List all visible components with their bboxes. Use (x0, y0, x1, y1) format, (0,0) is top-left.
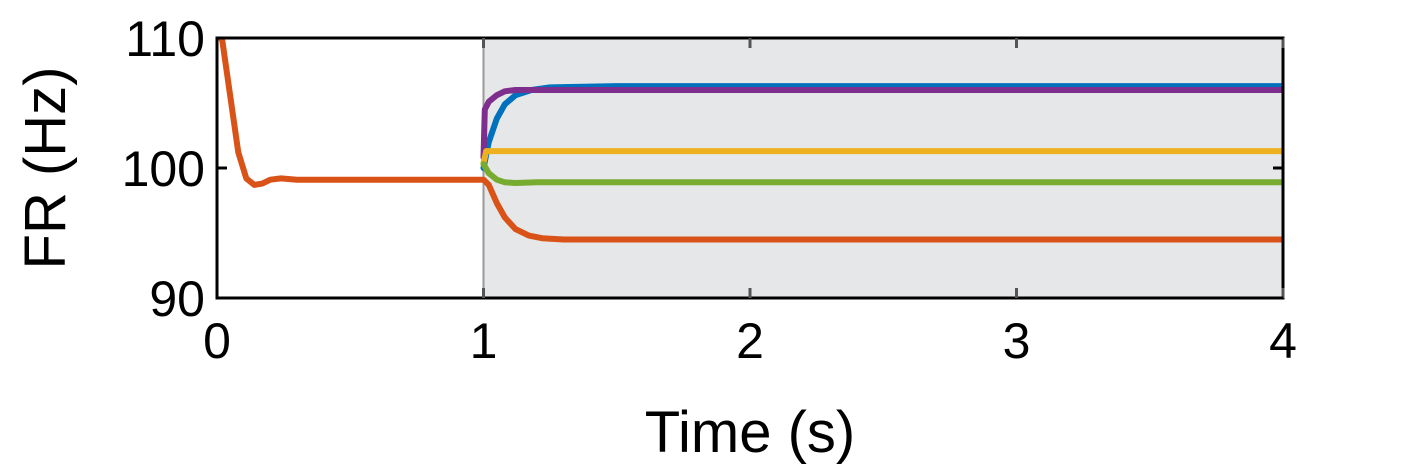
x-tick-label: 3 (1003, 313, 1031, 369)
y-tick-label: 100 (122, 141, 205, 197)
x-tick-label: 1 (470, 313, 498, 369)
y-tick-label: 90 (149, 271, 205, 327)
x-tick-label: 4 (1269, 313, 1297, 369)
series-line-2 (480, 87, 1283, 161)
series-line-4 (480, 161, 1283, 186)
y-tick-label: 110 (125, 11, 205, 67)
y-tick-labels: 90 100 110 (122, 11, 205, 327)
x-axis-label: Time (s) (645, 400, 855, 465)
x-tick-label: 2 (736, 313, 764, 369)
series-group (217, 38, 1283, 298)
tick-marks (215, 36, 1285, 300)
y-axis-label: FR (Hz) (13, 67, 78, 270)
series-line-5 (217, 38, 1283, 243)
x-tick-label: 0 (203, 313, 231, 369)
x-tick-labels: 0 1 2 3 4 (203, 313, 1297, 369)
shaded-region (483, 38, 1283, 298)
series-line-3 (480, 148, 1283, 166)
